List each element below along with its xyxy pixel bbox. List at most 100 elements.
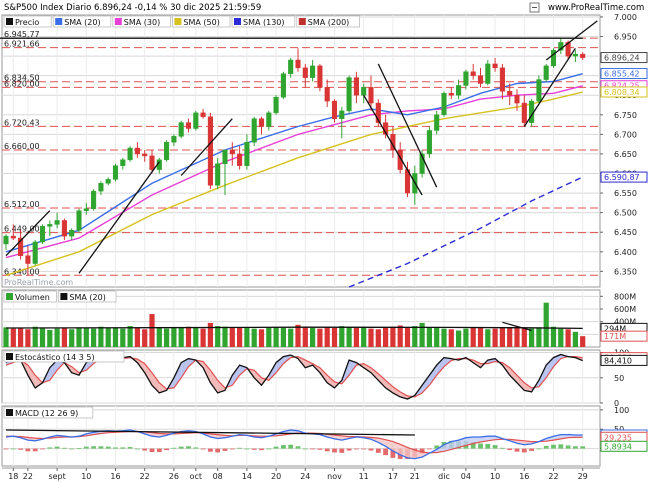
price-ytick-label: 6.400 [614, 248, 637, 257]
macd-histogram-bar [427, 448, 432, 450]
volume-bar [499, 328, 505, 347]
macd-histogram-bar [186, 446, 191, 449]
price-tag [600, 171, 648, 183]
stochastic-ytick-label: 50 [614, 374, 624, 383]
stochastic-fill [27, 365, 36, 388]
volume-bar [149, 314, 155, 347]
trendline [5, 210, 51, 257]
price-ytick-label: 6.550 [614, 189, 637, 198]
stochastic-fill [319, 367, 328, 383]
price-ytick-label: 6.700 [614, 130, 637, 139]
volume-bar [302, 326, 308, 347]
price-tag [600, 52, 648, 64]
macd-histogram-bar [536, 448, 542, 450]
volume-tag-label: 171M [604, 332, 626, 341]
macd-histogram-bar [135, 448, 140, 450]
volume-bar [25, 329, 31, 347]
x-tick-label: 04 [461, 472, 471, 481]
stochastic-fill [276, 356, 284, 373]
x-tick-label: 11 [359, 472, 369, 481]
trendline [545, 20, 598, 61]
volume-bar [105, 328, 111, 347]
macd-histogram-bar [237, 447, 242, 449]
level-label: 6.512,00 [4, 200, 40, 209]
volume-bar [142, 329, 148, 347]
stochastic-fill [538, 365, 547, 387]
stochastic-legend-label: Estocástico (14 3 5) [15, 353, 95, 362]
price-legend-label: SMA (20) [64, 18, 100, 27]
volume-ytick-label: 400M [614, 318, 636, 327]
volume-bar [127, 326, 133, 347]
volume-sma-line [5, 326, 583, 330]
volume-legend-swatch [60, 293, 68, 300]
candle-body [200, 112, 206, 118]
macd-histogram-bar [105, 446, 111, 449]
stochastic-fill [49, 360, 58, 381]
macd-histogram-bar [295, 446, 301, 449]
volume-legend-swatch [6, 293, 13, 300]
candle-body [514, 94, 520, 104]
stochastic-fill [210, 370, 218, 393]
volume-bar [54, 328, 60, 347]
macd-legend-box [3, 406, 94, 419]
candle-body [572, 53, 578, 57]
macd-histogram-bar [32, 448, 38, 452]
volume-bar [339, 326, 345, 347]
macd-histogram-bar [500, 447, 505, 449]
macd-trendline [5, 429, 415, 436]
stochastic-fill [436, 357, 444, 376]
volume-bar [156, 328, 162, 347]
volume-bar [368, 328, 374, 347]
candle-body [448, 93, 454, 96]
volume-bar [426, 327, 432, 347]
price-legend-label: Precio [15, 18, 39, 27]
volume-bar [390, 326, 396, 347]
volume-bar [3, 327, 9, 347]
stochastic-fill [144, 363, 152, 386]
candle-body [397, 149, 403, 170]
price-legend-swatch [174, 18, 182, 25]
x-tick-label: 29 [578, 472, 588, 481]
volume-bar [112, 327, 119, 347]
volume-bar [76, 327, 82, 347]
macd-histogram-bar [208, 448, 213, 452]
volume-bar [507, 327, 513, 347]
x-tick-label: 22 [548, 472, 558, 481]
price-legend-swatch [234, 18, 241, 25]
volume-bar [258, 329, 265, 347]
price-tag-label: 6.808,34 [604, 88, 640, 97]
macd-histogram-bar [281, 445, 286, 449]
header-bar: S&P500 Index Diario 6.896,24 -0,14 % 30 … [0, 0, 650, 14]
candle-body [580, 53, 586, 58]
level-label: 6.449,00 [4, 225, 40, 234]
price-tag [600, 86, 648, 98]
price-ytick-label: 7.000 [614, 13, 637, 22]
volume-bar [164, 328, 170, 347]
macd-legend-label: MACD (12 26 9) [15, 409, 78, 418]
sma30-line [5, 85, 583, 259]
volume-bar [171, 327, 177, 347]
x-tick-label: 20 [271, 472, 281, 481]
candle-body [507, 91, 513, 96]
macd-histogram-bar [10, 448, 16, 450]
price-legend-box [171, 15, 231, 28]
candle-body [368, 87, 374, 104]
macd-histogram-bar [251, 448, 257, 450]
stochastic-panel: 100500Estocástico (14 3 5)89,83684,410 [1, 349, 648, 408]
macd-tag-label: 5,8934 [604, 442, 632, 451]
macd-histogram-bar [266, 448, 272, 450]
price-legend-label: SMA (130) [243, 18, 285, 27]
candle-body [565, 42, 571, 57]
x-tick-label: 10 [490, 472, 500, 481]
macd-histogram-bar [324, 448, 330, 452]
macd-histogram-bar [47, 447, 53, 449]
candle-body [178, 122, 184, 137]
candle-body [61, 220, 67, 237]
candle-body [32, 241, 38, 264]
candle-body [237, 153, 243, 166]
volume-bar [324, 327, 330, 347]
x-tick-label: dic [438, 472, 450, 481]
candle-body [339, 110, 345, 119]
volume-bar [215, 326, 221, 347]
candle-body [164, 141, 170, 161]
